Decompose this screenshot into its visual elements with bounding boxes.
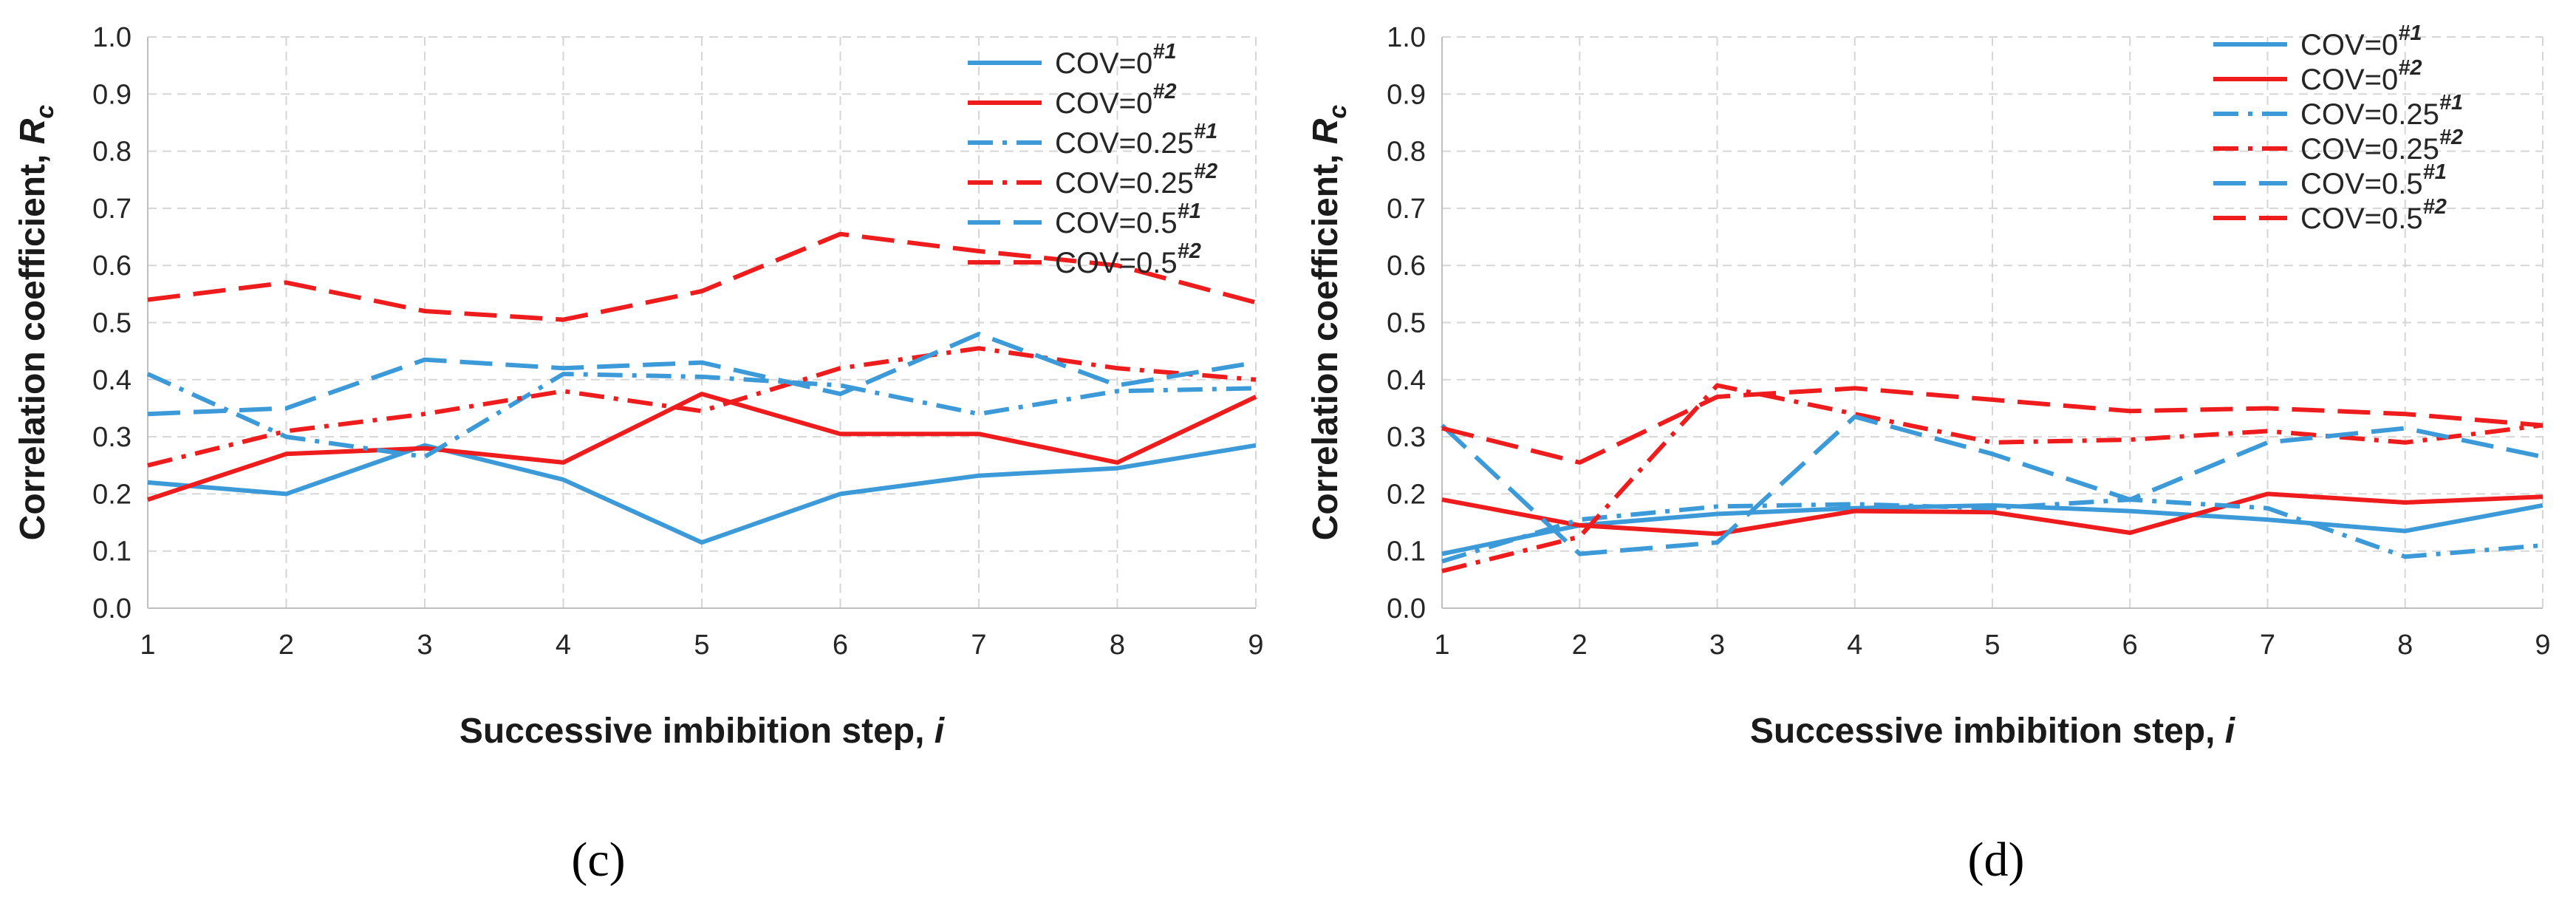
panel-d-legend-sup: #1: [2439, 91, 2463, 115]
panel-c-legend-sup: #2: [1152, 80, 1176, 103]
panel-c-legend-label: COV=0.5#1: [1055, 200, 1201, 239]
panel-d-xtick-label: 4: [1847, 630, 1862, 661]
panel-d-xtick-label: 9: [2535, 630, 2550, 661]
panel-c-legend-label: COV=0.5#2: [1055, 239, 1201, 279]
panel-d-xtick-label: 3: [1709, 630, 1725, 661]
panel-c-ytick-label: 0.0: [92, 593, 131, 624]
panel-d-series-red-longdash-line: [1441, 386, 2543, 465]
panel-d-legend-sup: #2: [2423, 195, 2447, 219]
panel-c-legend-sup: #1: [1178, 200, 1201, 223]
panel-c-xtick-label: 4: [556, 630, 571, 661]
panel-d-x-axis-label: Successive imbibition step, i: [1750, 712, 2236, 751]
panel-c-ytick-label: 0.3: [92, 422, 131, 453]
panel-d-legend-sup: #1: [2423, 160, 2447, 184]
panel-c-y-axis-label: Correlation coefficient, Rc: [13, 105, 59, 541]
panel-d-ytick-label: 0.3: [1387, 422, 1426, 453]
panel-d-ytick-label: 0.6: [1387, 251, 1426, 282]
panel-c-caption-label: (c): [571, 833, 625, 887]
panel-d-legend-sup: #2: [2398, 56, 2422, 80]
panel-c-legend-label: COV=0.25#2: [1055, 160, 1217, 200]
panel-d-y-axis-label: Correlation coefficient, Rc: [1306, 105, 1352, 541]
panel-c-series-red-dashdot-line: [147, 346, 1257, 468]
panel-c-ytick-label: 0.6: [92, 251, 131, 282]
panel-d-ytick-label: 0.7: [1387, 194, 1426, 225]
panel-c-x-axis-label-var: i: [935, 712, 946, 751]
panel-d-legend-sup: #1: [2398, 21, 2422, 45]
panel-d-ytick-label: 0.8: [1387, 137, 1426, 168]
panel-d-xtick-label: 7: [2260, 630, 2275, 661]
panel-d-y-axis-label-text: Correlation coefficient,: [1306, 144, 1345, 540]
panel-c-series-blue-dashdot-line: [146, 372, 1257, 460]
panel-d-chart: 0.0 0.1 0.2 0.3 0.4 0.5 0.6 0.7 0.8 0.9 1.0 1 2 3 4 5 6 7…: [1306, 21, 2551, 887]
panel-c-xtick-label: 7: [971, 630, 986, 661]
panel-d-legend-label: COV=0#1: [2300, 21, 2422, 61]
panel-c-y-axis-label-text: Correlation coefficient,: [13, 144, 52, 540]
panel-d-ytick-label: 0.9: [1387, 79, 1426, 110]
panel-c-xtick-label: 1: [140, 630, 155, 661]
panel-d-legend-sup: #2: [2439, 126, 2463, 149]
panel-d-caption-label: (d): [1968, 833, 2025, 887]
panel-c-x-axis-label: Successive imbibition step, i: [459, 712, 946, 751]
panel-d-xtick-label: 6: [2122, 630, 2138, 661]
panel-c-ytick-label: 0.8: [92, 137, 131, 168]
panel-c-ytick-label: 1.0: [92, 22, 131, 53]
panel-c-ytick-label: 0.1: [92, 536, 131, 568]
panel-c-legend-label: COV=0.25#1: [1055, 120, 1217, 160]
panel-d-ytick-label: 0.4: [1387, 365, 1426, 396]
panel-c-series-red-solid-line: [147, 392, 1257, 502]
panel-d-legend: COV=0#1COV=0#2COV=0.25#1COV=0.25#2COV=0.…: [2213, 21, 2463, 235]
panel-c-ytick-label: 0.7: [92, 194, 131, 225]
panel-d-legend-label: COV=0.5#2: [2300, 195, 2447, 235]
panel-d-ytick-label: 0.1: [1387, 536, 1426, 568]
panel-d-ytick-label: 0.0: [1387, 593, 1426, 624]
panel-d-ytick-label: 0.2: [1387, 479, 1426, 510]
panel-d-legend-label: COV=0.5#1: [2300, 160, 2447, 200]
panel-d-y-axis-label-var: R: [1306, 118, 1345, 144]
panel-c-legend-label: COV=0#2: [1055, 80, 1177, 120]
panel-c-series-blue-solid-line: [147, 443, 1257, 545]
panel-c-y-axis-label-var: R: [13, 118, 52, 144]
panel-c-xtick-label: 5: [694, 630, 709, 661]
panel-c-legend-label: COV=0#1: [1055, 40, 1177, 80]
panel-d-series-red-dashdot-line: [1441, 383, 2543, 573]
panel-d-xtick-label: 5: [1984, 630, 2000, 661]
panel-c-y-axis-label-sub: c: [31, 105, 59, 119]
panel-c-legend-sup: #2: [1194, 160, 1217, 183]
panel-c-legend-sup: #1: [1152, 40, 1176, 64]
panel-d-x-axis-label-text: Successive imbibition step,: [1750, 712, 2225, 751]
panel-c-legend-sup: #1: [1194, 120, 1217, 143]
panel-c-ytick-label: 0.9: [92, 79, 131, 110]
panel-d-xtick-label: 1: [1434, 630, 1449, 661]
panel-d-series-blue-dashdot-line: [1441, 497, 2543, 564]
panel-c-legend: COV=0#1COV=0#2COV=0.25#1COV=0.25#2COV=0.…: [968, 40, 1217, 279]
panel-d-legend-label: COV=0.25#2: [2300, 126, 2463, 166]
panel-d-series-red-solid-line: [1441, 491, 2543, 536]
panel-c-xtick-label: 9: [1248, 630, 1263, 661]
panel-c-xtick-label: 6: [833, 630, 848, 661]
panel-d-xtick-label: 8: [2397, 630, 2413, 661]
panel-c-x-axis-label-text: Successive imbibition step,: [459, 712, 935, 751]
panel-c-series-red-longdash-line: [147, 231, 1257, 322]
panel-d-ytick-label: 0.5: [1387, 308, 1426, 339]
panel-d-series-blue-solid-line: [1441, 502, 2543, 556]
panel-d-y-axis-label-sub: c: [1324, 105, 1352, 119]
panel-c-chart: 0.0 0.1 0.2 0.3 0.4 0.5 0.6 0.7 0.8 0.9 1.0 1 2 3 4 5 6 7…: [13, 22, 1264, 887]
panel-c-ytick-label: 0.5: [92, 308, 131, 339]
panel-c-series-blue-longdash-line: [147, 332, 1257, 417]
panel-d-xtick-label: 2: [1572, 630, 1588, 661]
panel-d-ytick-label: 1.0: [1387, 22, 1426, 53]
panel-c-ytick-label: 0.4: [92, 365, 131, 396]
panel-c-ytick-label: 0.2: [92, 479, 131, 510]
panel-d-legend-label: COV=0#2: [2300, 56, 2422, 96]
panel-d-series-blue-longdash-line: [1440, 415, 2543, 556]
panel-d-legend-label: COV=0.25#1: [2300, 91, 2463, 131]
panel-d-x-axis-label-var: i: [2225, 712, 2236, 751]
panel-c-xtick-label: 8: [1110, 630, 1125, 661]
panel-c-xtick-label: 3: [417, 630, 432, 661]
panel-c-xtick-label: 2: [279, 630, 294, 661]
panel-c-legend-sup: #2: [1178, 239, 1201, 263]
